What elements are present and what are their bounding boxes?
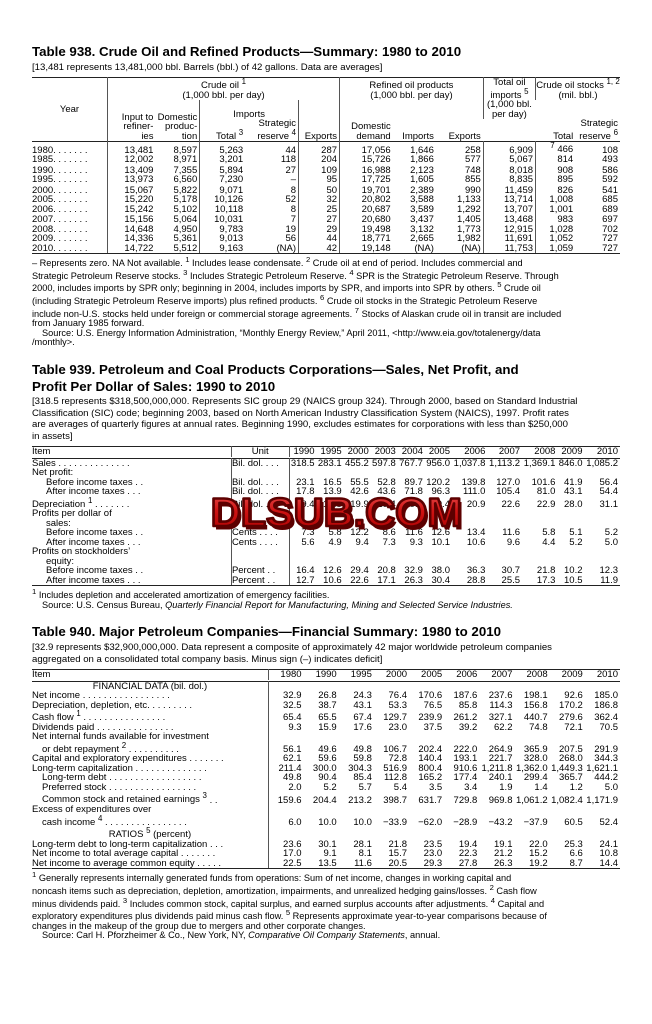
- svg-text:DLSUB.COM: DLSUB.COM: [211, 490, 462, 535]
